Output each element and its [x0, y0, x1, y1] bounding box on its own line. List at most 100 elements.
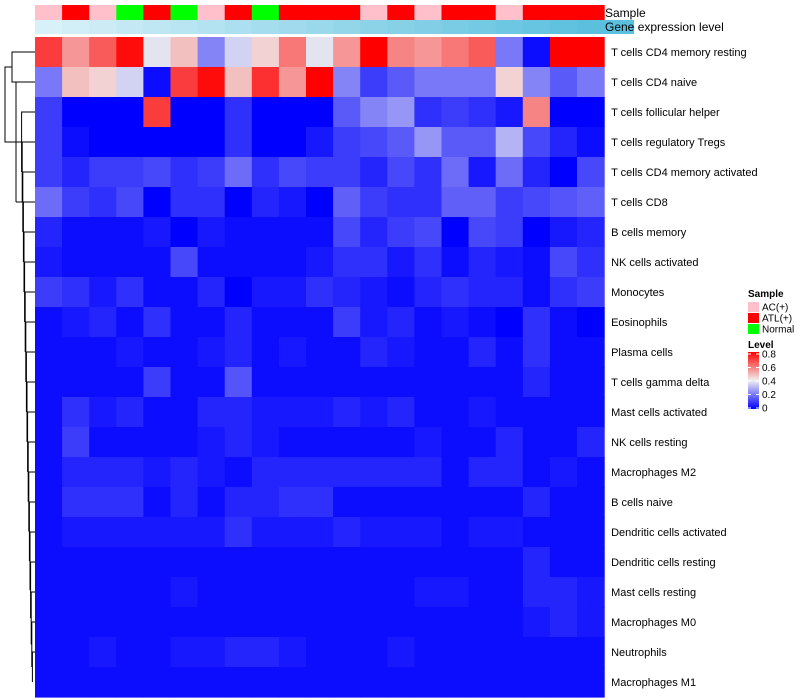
heatmap-cell	[549, 547, 578, 578]
heatmap-cell	[387, 637, 415, 668]
heatmap-cell	[35, 307, 63, 338]
heatmap-cell	[468, 577, 497, 608]
heatmap-cell	[251, 577, 280, 608]
heatmap-cell	[197, 67, 226, 98]
heatmap-cell	[35, 37, 63, 68]
heatmap-cell	[278, 637, 307, 668]
heatmap-cell	[224, 307, 253, 338]
heatmap-cell	[441, 97, 470, 128]
heatmap-cell	[197, 307, 226, 338]
heatmap-cell	[251, 187, 280, 218]
heatmap-cell	[441, 217, 470, 248]
heatmap-cell	[577, 67, 605, 98]
heatmap-cell	[143, 457, 172, 488]
heatmap-cell	[170, 427, 199, 458]
heatmap-cell	[224, 547, 253, 578]
heatmap-cell	[224, 337, 253, 368]
heatmap-cell	[35, 337, 63, 368]
sample-annotation-cell	[495, 5, 524, 20]
heatmap-cell	[387, 337, 415, 368]
dendrogram-branch	[29, 531, 35, 591]
heatmap-cell	[251, 637, 280, 668]
heatmap-cell	[522, 607, 551, 638]
heatmap-cell	[333, 547, 361, 578]
heatmap-cell	[468, 517, 497, 548]
heatmap-cell	[197, 577, 226, 608]
heatmap-cell	[62, 367, 90, 398]
heatmap-cell	[89, 307, 117, 338]
heatmap-cell	[414, 517, 443, 548]
heatmap-cell	[577, 97, 605, 128]
heatmap-cell	[143, 607, 172, 638]
gene-expression-annotation-cell	[251, 20, 280, 34]
heatmap-cell	[278, 367, 307, 398]
heatmap-cell	[495, 487, 524, 518]
heatmap-cell	[577, 607, 605, 638]
heatmap-cell	[143, 67, 172, 98]
heatmap-cell	[441, 277, 470, 308]
heatmap-cell	[495, 67, 524, 98]
heatmap-cell	[522, 247, 551, 278]
dendrogram-branch	[30, 561, 35, 619]
heatmap-cell	[387, 67, 415, 98]
heatmap-cell	[360, 277, 388, 308]
heatmap-cell	[522, 37, 551, 68]
heatmap-cell	[306, 517, 334, 548]
heatmap-cell	[197, 127, 226, 158]
heatmap-cell	[62, 217, 90, 248]
heatmap-cell	[89, 637, 117, 668]
heatmap-cell	[360, 637, 388, 668]
heatmap-cell	[549, 307, 578, 338]
heatmap-cell	[170, 487, 199, 518]
heatmap-cell	[441, 517, 470, 548]
heatmap-cell	[441, 667, 470, 698]
heatmap-cell	[224, 277, 253, 308]
legend-sample-entries: AC(+)ATL(+)Normal	[748, 302, 794, 336]
heatmap-cell	[197, 457, 226, 488]
heatmap-cell	[224, 517, 253, 548]
row-label: Macrophages M2	[611, 467, 696, 479]
heatmap-cell	[468, 487, 497, 518]
heatmap-cell	[224, 427, 253, 458]
heatmap-cell	[468, 457, 497, 488]
heatmap-cell	[197, 97, 226, 128]
heatmap-cell	[333, 487, 361, 518]
heatmap-cell	[441, 157, 470, 188]
sample-annotation-cell	[306, 5, 334, 20]
heatmap-cell	[333, 397, 361, 428]
heatmap-cell	[143, 667, 172, 698]
heatmap-cell	[116, 457, 144, 488]
heatmap-cell	[522, 97, 551, 128]
heatmap-cells	[35, 37, 605, 698]
dendrogram-branch	[27, 411, 35, 472]
sample-annotation-cell	[522, 5, 551, 20]
heatmap-cell	[577, 397, 605, 428]
heatmap-cell	[170, 667, 199, 698]
heatmap-cell	[35, 397, 63, 428]
heatmap-cell	[387, 157, 415, 188]
heatmap-cell	[251, 517, 280, 548]
heatmap-cell	[251, 307, 280, 338]
dendrogram-branch	[25, 351, 35, 412]
heatmap-cell	[89, 187, 117, 218]
row-label: Dendritic cells resting	[611, 557, 716, 569]
heatmap-cell	[414, 187, 443, 218]
heatmap-cell	[251, 247, 280, 278]
heatmap-cell	[89, 577, 117, 608]
row-label: NK cells resting	[611, 437, 687, 449]
heatmap-cell	[522, 637, 551, 668]
heatmap-cell	[333, 607, 361, 638]
heatmap-cell	[251, 217, 280, 248]
heatmap-cell	[35, 427, 63, 458]
gene-expression-annotation-cell	[387, 20, 415, 34]
heatmap-cell	[468, 367, 497, 398]
heatmap-cell	[441, 367, 470, 398]
heatmap-cell	[522, 487, 551, 518]
heatmap-cell	[224, 487, 253, 518]
heatmap-cell	[577, 37, 605, 68]
heatmap-cell	[35, 67, 63, 98]
heatmap-cell	[170, 397, 199, 428]
legend-level-ticks: 0.8 0.6 0.4 0.2 0	[748, 350, 776, 415]
heatmap-cell	[35, 97, 63, 128]
heatmap-cell	[116, 247, 144, 278]
